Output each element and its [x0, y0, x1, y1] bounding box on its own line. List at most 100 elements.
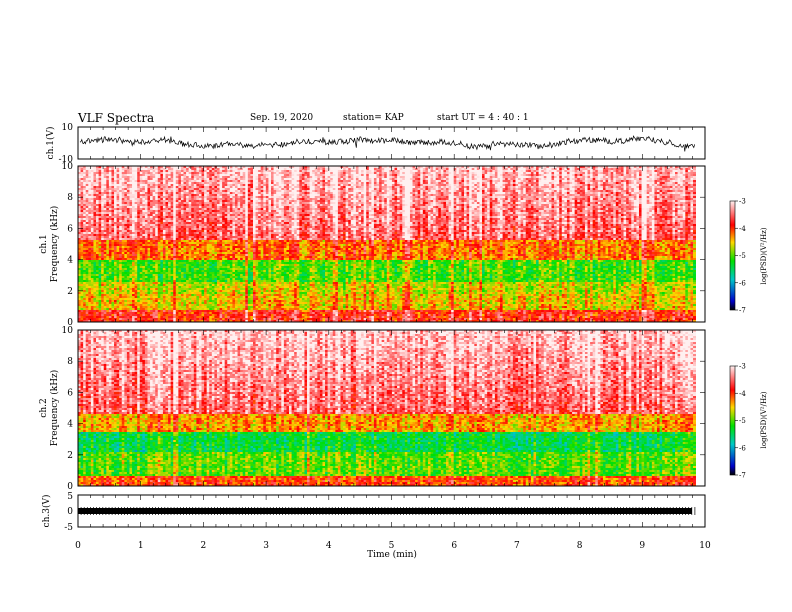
spectrogram-cell — [299, 190, 303, 193]
spectrogram-cell — [121, 196, 125, 199]
spectrogram-cell — [312, 178, 316, 181]
spectrogram-cell — [404, 170, 408, 173]
spectrogram-cell — [294, 192, 298, 195]
spectrogram-cell — [602, 180, 606, 183]
spectrogram-cell — [422, 190, 426, 193]
spectrogram-cell — [474, 166, 478, 169]
spectrogram-cell — [389, 176, 393, 179]
spectrogram-cell — [554, 180, 558, 183]
spectrogram-cell — [209, 188, 213, 191]
spectrogram-cell — [602, 168, 606, 171]
spectrogram-cell — [582, 192, 586, 195]
spectrogram-cell — [425, 194, 429, 197]
spectrogram-cell — [322, 178, 326, 181]
spectrogram-cell — [348, 168, 352, 171]
spectrogram-cell — [186, 204, 190, 207]
spectrogram-cell — [252, 174, 256, 177]
spectrogram-cell — [299, 172, 303, 175]
spectrogram-cell — [252, 192, 256, 195]
spectrogram-cell — [500, 202, 503, 205]
spectrogram-cell — [314, 176, 318, 179]
spectrogram-cell — [132, 178, 136, 181]
spectrogram-cell — [193, 206, 197, 209]
spectrogram-cell — [422, 192, 426, 195]
spectrogram-cell — [183, 206, 187, 209]
spectrogram-cell — [242, 194, 246, 197]
spectrogram-cell — [124, 168, 128, 171]
spectrogram-cell — [559, 186, 563, 189]
spectrogram-cell — [260, 202, 264, 205]
spectrogram-cell — [170, 180, 174, 183]
spectrogram-cell — [124, 206, 128, 209]
spectrogram-cell — [489, 188, 493, 191]
spectrogram-cell — [482, 198, 485, 201]
spectrogram-cell — [620, 198, 624, 201]
spectrogram-cell — [669, 198, 673, 201]
spectrogram-cell — [456, 192, 460, 195]
spectrogram-cell — [319, 192, 323, 195]
spectrogram-cell — [397, 186, 401, 189]
spectrogram-cell — [368, 198, 372, 201]
spectrogram-cell — [152, 178, 156, 181]
spectrogram-cell — [147, 190, 151, 193]
spectrogram-cell — [180, 170, 184, 173]
spectrogram-cell — [448, 170, 452, 173]
spectrogram-cell — [458, 166, 462, 169]
spectrogram-cell — [85, 190, 89, 193]
spectrogram-cell — [183, 182, 187, 185]
spectrogram-cell — [299, 166, 303, 169]
spectrogram-cell — [289, 168, 292, 171]
spectrogram-cell — [216, 186, 220, 189]
spectrogram-cell — [417, 178, 421, 181]
spectrogram-cell — [525, 202, 529, 205]
spectrogram-cell — [464, 192, 467, 195]
spectrogram-cell — [595, 188, 599, 191]
spectrogram-cell — [649, 192, 653, 195]
spectrogram-cell — [301, 172, 305, 175]
spectrogram-cell — [178, 186, 182, 189]
spectrogram-cell — [157, 188, 161, 191]
spectrogram-cell — [536, 196, 540, 199]
spectrogram-cell — [386, 192, 390, 195]
spectrogram-cell — [147, 206, 151, 209]
spectrogram-cell — [651, 186, 655, 189]
spectrogram-cell — [93, 192, 97, 195]
spectrogram-cell — [358, 178, 362, 181]
spectrogram-cell — [255, 188, 259, 191]
spectrogram-cell — [368, 180, 372, 183]
spectrogram-cell — [492, 192, 496, 195]
spectrogram-cell — [466, 174, 470, 177]
spectrogram-cell — [613, 204, 617, 207]
spectrogram-cell — [512, 172, 516, 175]
spectrogram-cell — [538, 202, 542, 205]
spectrogram-cell — [337, 204, 341, 207]
spectrogram-cell — [211, 178, 215, 181]
spectrogram-cell — [456, 204, 460, 207]
spectrogram-cell — [260, 192, 264, 195]
spectrogram-cell — [489, 192, 493, 195]
spectrogram-cell — [206, 166, 210, 169]
spectrogram-cell — [523, 192, 527, 195]
spectrogram-cell — [430, 192, 434, 195]
spectrogram-cell — [515, 194, 519, 197]
spectrogram-cell — [366, 170, 370, 173]
spectrogram-cell — [294, 186, 298, 189]
spectrogram-cell — [623, 188, 627, 191]
spectrogram-cell — [523, 200, 527, 203]
spectrogram-cell — [479, 184, 483, 187]
spectrogram-cell — [250, 168, 254, 171]
spectrogram-cell — [222, 190, 226, 193]
spectrogram-cell — [569, 180, 573, 183]
spectrogram-cell — [409, 204, 413, 207]
spectrogram-cell — [518, 192, 522, 195]
spectrogram-cell — [569, 178, 573, 181]
spectrogram-cell — [304, 180, 308, 183]
spectrogram-cell — [242, 176, 246, 179]
spectrogram-cell — [409, 200, 413, 203]
spectrogram-cell — [438, 178, 442, 181]
spectrogram-cell — [98, 184, 102, 187]
spectrogram-cell — [178, 196, 182, 199]
spectrogram-cell — [242, 198, 246, 201]
spectrogram-cell — [482, 194, 485, 197]
spectrogram-cell — [376, 204, 380, 207]
